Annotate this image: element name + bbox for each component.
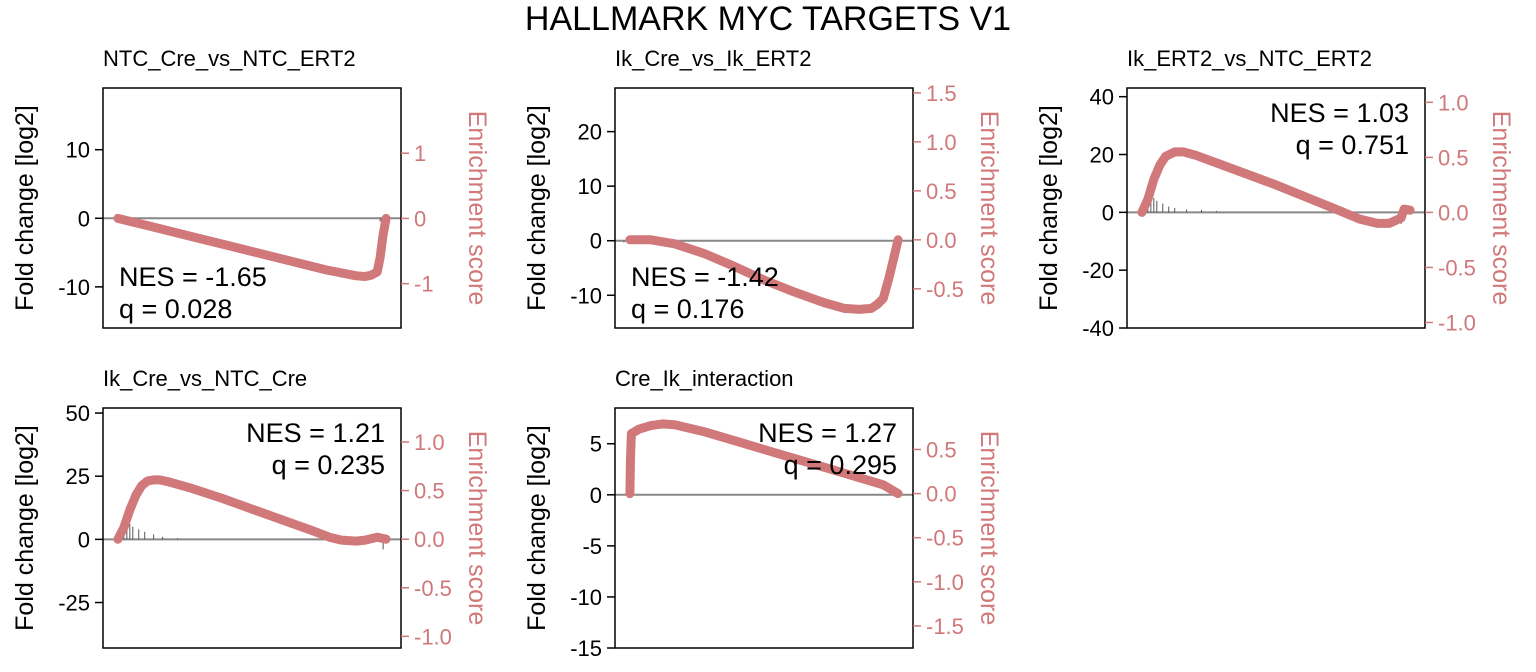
right-axis-label: Enrichment score: [463, 111, 491, 306]
nes-label: NES = 1.27: [758, 418, 897, 448]
left-tick-label: -25: [58, 591, 90, 616]
left-tick-label: 0: [1102, 200, 1114, 225]
right-tick-label: -1.0: [926, 570, 964, 595]
right-tick-label: -0.5: [926, 277, 964, 302]
panels-container: NTC_Cre_vs_NTC_ERT2 Fold change [log2] Enr…: [11, 46, 1515, 661]
left-tick-label: 20: [578, 120, 602, 145]
left-tick-label: 10: [66, 138, 90, 163]
right-tick-label: 0.5: [1438, 145, 1469, 170]
enrichment-curve: [625, 419, 903, 499]
right-axis-label: Enrichment score: [975, 431, 1003, 626]
enrichment-curve: [113, 213, 391, 281]
enrichment-curve: [625, 235, 903, 314]
left-tick-label: -5: [582, 534, 602, 559]
right-axis-label: Enrichment score: [975, 111, 1003, 306]
right-tick-label: 1.0: [1438, 90, 1469, 115]
nes-label: NES = 1.21: [246, 418, 385, 448]
nes-label: NES = -1.65: [119, 262, 267, 292]
plot-frame: [102, 407, 402, 649]
left-axis-label: Fold change [log2]: [11, 105, 39, 311]
left-tick-label: 20: [1090, 143, 1114, 168]
right-tick-label: -0.5: [926, 526, 964, 551]
enrichment-curve: [1137, 147, 1415, 228]
enrichment-curve: [113, 475, 391, 546]
q-value-label: q = 0.176: [631, 294, 744, 324]
left-tick-label: 40: [1090, 85, 1114, 110]
right-tick-label: -0.5: [1438, 255, 1476, 280]
panel-title: Ik_Cre_vs_NTC_Cre: [103, 366, 307, 391]
plot-frame: [1126, 87, 1426, 329]
left-axis-label: Fold change [log2]: [1035, 105, 1063, 311]
right-tick-label: 1.0: [414, 430, 445, 455]
q-value-label: q = 0.751: [1296, 130, 1409, 160]
left-tick-label: 10: [578, 174, 602, 199]
left-tick-label: -10: [570, 283, 602, 308]
plot-frame: [102, 87, 402, 329]
left-axis-label: Fold change [log2]: [523, 105, 551, 311]
plot-frame: [614, 407, 914, 649]
q-value-label: q = 0.028: [119, 294, 232, 324]
right-tick-label: 0.5: [926, 437, 957, 462]
left-axis-label: Fold change [log2]: [11, 425, 39, 631]
left-tick-label: 0: [78, 206, 90, 231]
right-axis-label: Enrichment score: [463, 431, 491, 626]
left-tick-label: -10: [570, 585, 602, 610]
left-tick-label: -10: [58, 275, 90, 300]
right-tick-label: 1: [414, 141, 426, 166]
figure-title: HALLMARK MYC TARGETS V1: [525, 0, 1011, 38]
panel-3: Ik_ERT2_vs_NTC_ERT2 Fold change [log2] Enr…: [1035, 46, 1515, 341]
panel-title: Ik_Cre_vs_Ik_ERT2: [615, 46, 811, 71]
q-value-label: q = 0.235: [272, 450, 385, 480]
panel-title: NTC_Cre_vs_NTC_ERT2: [103, 46, 356, 71]
left-tick-label: 0: [590, 229, 602, 254]
left-tick-label: -15: [570, 636, 602, 661]
nes-label: NES = 1.03: [1270, 98, 1409, 128]
left-tick-label: 0: [78, 527, 90, 552]
right-tick-label: 0.0: [926, 482, 957, 507]
right-tick-label: -1: [414, 272, 434, 297]
right-tick-label: 0.0: [926, 228, 957, 253]
left-tick-label: 0: [590, 483, 602, 508]
right-tick-label: -1.0: [1438, 310, 1476, 335]
panel-4: Ik_Cre_vs_NTC_Cre Fold change [log2] Enric…: [11, 366, 491, 649]
right-axis-label: Enrichment score: [1487, 111, 1515, 306]
panel-5: Cre_Ik_interaction Fold change [log2] Enri…: [523, 366, 1003, 661]
panel-2: Ik_Cre_vs_Ik_ERT2 Fold change [log2] Enric…: [523, 46, 1003, 329]
panel-title: Ik_ERT2_vs_NTC_ERT2: [1127, 46, 1372, 71]
right-tick-label: 0.5: [414, 479, 445, 504]
plot-frame: [614, 87, 914, 329]
panel-1: NTC_Cre_vs_NTC_ERT2 Fold change [log2] Enr…: [11, 46, 491, 329]
right-tick-label: 0.5: [926, 179, 957, 204]
right-tick-label: 0.0: [1438, 200, 1469, 225]
right-tick-label: 0: [414, 206, 426, 231]
left-tick-label: 50: [66, 401, 90, 426]
left-tick-label: -20: [1082, 258, 1114, 283]
right-tick-label: 0.0: [414, 527, 445, 552]
right-tick-label: -0.5: [414, 576, 452, 601]
right-tick-label: -1.5: [926, 614, 964, 639]
left-tick-label: 25: [66, 464, 90, 489]
left-tick-label: -40: [1082, 316, 1114, 341]
right-tick-label: 1.5: [926, 81, 957, 106]
left-tick-label: 5: [590, 432, 602, 457]
right-tick-label: 1.0: [926, 130, 957, 155]
panel-title: Cre_Ik_interaction: [615, 366, 794, 391]
left-axis-label: Fold change [log2]: [523, 425, 551, 631]
right-tick-label: -1.0: [414, 624, 452, 649]
q-value-label: q = 0.295: [784, 450, 897, 480]
nes-label: NES = -1.42: [631, 262, 779, 292]
